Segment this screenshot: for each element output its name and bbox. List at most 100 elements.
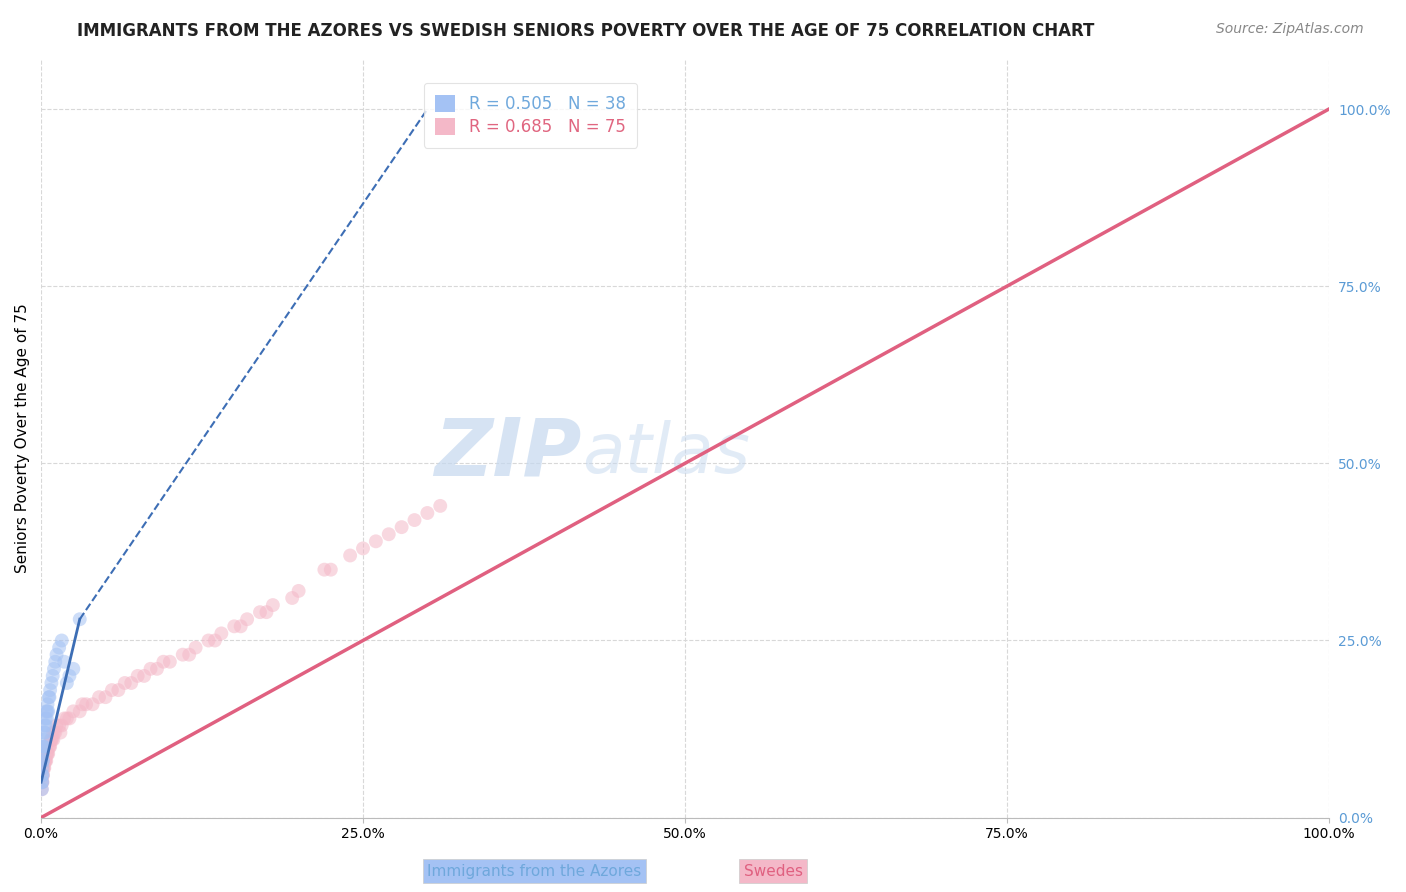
Point <box>35 711 58 725</box>
Point <box>41 732 63 747</box>
Point <box>58 669 80 683</box>
Text: Immigrants from the Azores: Immigrants from the Azores <box>427 863 641 879</box>
Point <box>34 725 56 739</box>
Point <box>38 739 60 754</box>
Point <box>35 704 58 718</box>
Point <box>314 563 336 577</box>
Point <box>32 747 55 761</box>
Point <box>62 662 84 676</box>
Point <box>38 690 60 705</box>
Point <box>37 698 59 712</box>
Point <box>53 711 76 725</box>
Point <box>197 633 219 648</box>
Point <box>31 775 53 789</box>
Point <box>58 711 80 725</box>
Point <box>287 583 309 598</box>
Point <box>56 676 79 690</box>
Y-axis label: Seniors Poverty Over the Age of 75: Seniors Poverty Over the Age of 75 <box>15 303 30 574</box>
Text: IMMIGRANTS FROM THE AZORES VS SWEDISH SENIORS POVERTY OVER THE AGE OF 75 CORRELA: IMMIGRANTS FROM THE AZORES VS SWEDISH SE… <box>77 22 1095 40</box>
Point <box>37 704 59 718</box>
Point <box>132 669 155 683</box>
Point <box>34 711 56 725</box>
Point <box>42 725 65 739</box>
Point <box>159 655 181 669</box>
Point <box>229 619 252 633</box>
Point <box>224 619 246 633</box>
Point <box>262 598 284 612</box>
Point <box>72 698 94 712</box>
Point <box>391 520 413 534</box>
Point <box>48 640 70 655</box>
Text: Swedes: Swedes <box>744 863 803 879</box>
Point <box>32 739 55 754</box>
Legend: R = 0.505   N = 38, R = 0.685   N = 75: R = 0.505 N = 38, R = 0.685 N = 75 <box>423 83 637 148</box>
Point <box>35 718 58 732</box>
Point <box>32 739 55 754</box>
Point <box>45 718 67 732</box>
Point <box>416 506 439 520</box>
Point <box>48 718 70 732</box>
Point <box>377 527 399 541</box>
Point <box>352 541 374 556</box>
Point <box>184 640 207 655</box>
Point <box>35 747 58 761</box>
Point <box>364 534 387 549</box>
Point <box>172 648 194 662</box>
Point <box>32 754 55 768</box>
Point <box>120 676 142 690</box>
Point <box>152 655 174 669</box>
Point <box>31 768 53 782</box>
Point <box>254 605 277 619</box>
Point <box>45 648 67 662</box>
Point <box>319 563 342 577</box>
Point <box>34 754 56 768</box>
Point <box>44 655 66 669</box>
Point <box>39 683 62 698</box>
Point <box>236 612 259 626</box>
Point <box>44 725 66 739</box>
Point <box>429 499 451 513</box>
Point <box>31 775 53 789</box>
Point <box>69 612 91 626</box>
Point <box>38 739 60 754</box>
Point <box>31 782 53 797</box>
Point <box>209 626 232 640</box>
Point <box>32 761 55 775</box>
Point <box>31 775 53 789</box>
Point <box>31 768 53 782</box>
Point <box>114 676 136 690</box>
Point <box>31 754 53 768</box>
Point <box>62 704 84 718</box>
Point <box>34 725 56 739</box>
Point <box>204 633 226 648</box>
Point <box>127 669 149 683</box>
Point <box>42 662 65 676</box>
Point <box>35 747 58 761</box>
Point <box>32 732 55 747</box>
Text: Source: ZipAtlas.com: Source: ZipAtlas.com <box>1216 22 1364 37</box>
Point <box>41 676 63 690</box>
Point <box>31 768 53 782</box>
Point <box>51 718 73 732</box>
Point <box>34 754 56 768</box>
Text: atlas: atlas <box>582 420 749 487</box>
Point <box>69 704 91 718</box>
Point <box>49 725 72 739</box>
Point <box>53 655 76 669</box>
Point <box>339 549 361 563</box>
Point <box>82 698 104 712</box>
Point <box>75 698 97 712</box>
Point <box>31 761 53 775</box>
Point <box>37 704 59 718</box>
Point <box>107 683 129 698</box>
Point <box>31 775 53 789</box>
Point <box>179 648 201 662</box>
Point <box>146 662 169 676</box>
Point <box>139 662 162 676</box>
Point <box>94 690 117 705</box>
Point <box>41 732 63 747</box>
Point <box>56 711 79 725</box>
Point <box>37 747 59 761</box>
Point <box>37 747 59 761</box>
Point <box>35 739 58 754</box>
